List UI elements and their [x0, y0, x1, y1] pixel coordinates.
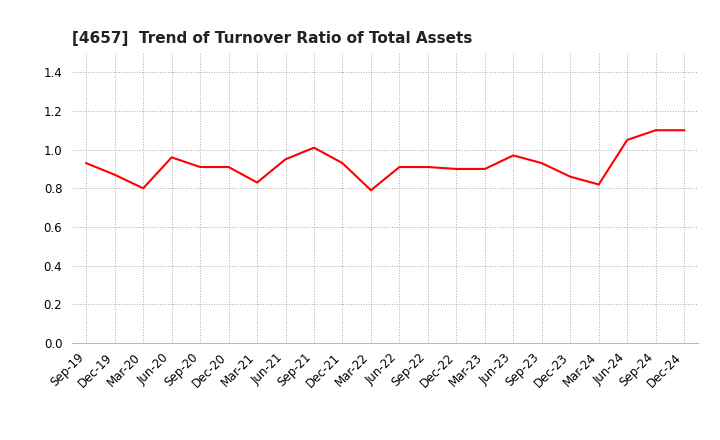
Text: [4657]  Trend of Turnover Ratio of Total Assets: [4657] Trend of Turnover Ratio of Total …	[72, 31, 472, 46]
